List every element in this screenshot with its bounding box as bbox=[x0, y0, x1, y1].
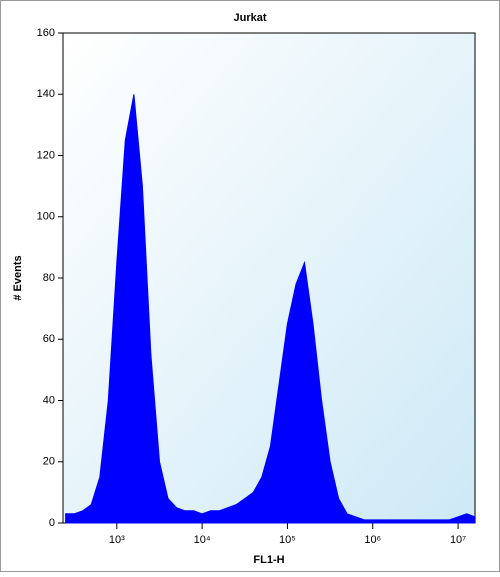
y-tick-label: 100 bbox=[37, 211, 55, 223]
x-tick-label: 10⁶ bbox=[364, 534, 381, 546]
histogram-area bbox=[65, 94, 476, 524]
y-tick-label: 40 bbox=[43, 394, 55, 406]
y-tick-label: 0 bbox=[49, 517, 55, 529]
y-tick-label: 120 bbox=[37, 149, 55, 161]
y-tick-label: 20 bbox=[43, 456, 55, 468]
y-tick-label: 140 bbox=[37, 88, 55, 100]
y-axis-label: # Events bbox=[12, 255, 24, 300]
y-tick-label: 60 bbox=[43, 333, 55, 345]
y-tick-label: 160 bbox=[37, 27, 55, 39]
chart-title: Jurkat bbox=[233, 12, 266, 24]
x-tick-label: 10⁵ bbox=[279, 534, 296, 546]
x-axis-label: FL1-H bbox=[253, 554, 284, 566]
x-tick-label: 10⁷ bbox=[450, 534, 466, 546]
x-tick-label: 10³ bbox=[109, 534, 125, 546]
x-tick-label: 10⁴ bbox=[194, 534, 211, 546]
y-tick-label: 80 bbox=[43, 272, 55, 284]
